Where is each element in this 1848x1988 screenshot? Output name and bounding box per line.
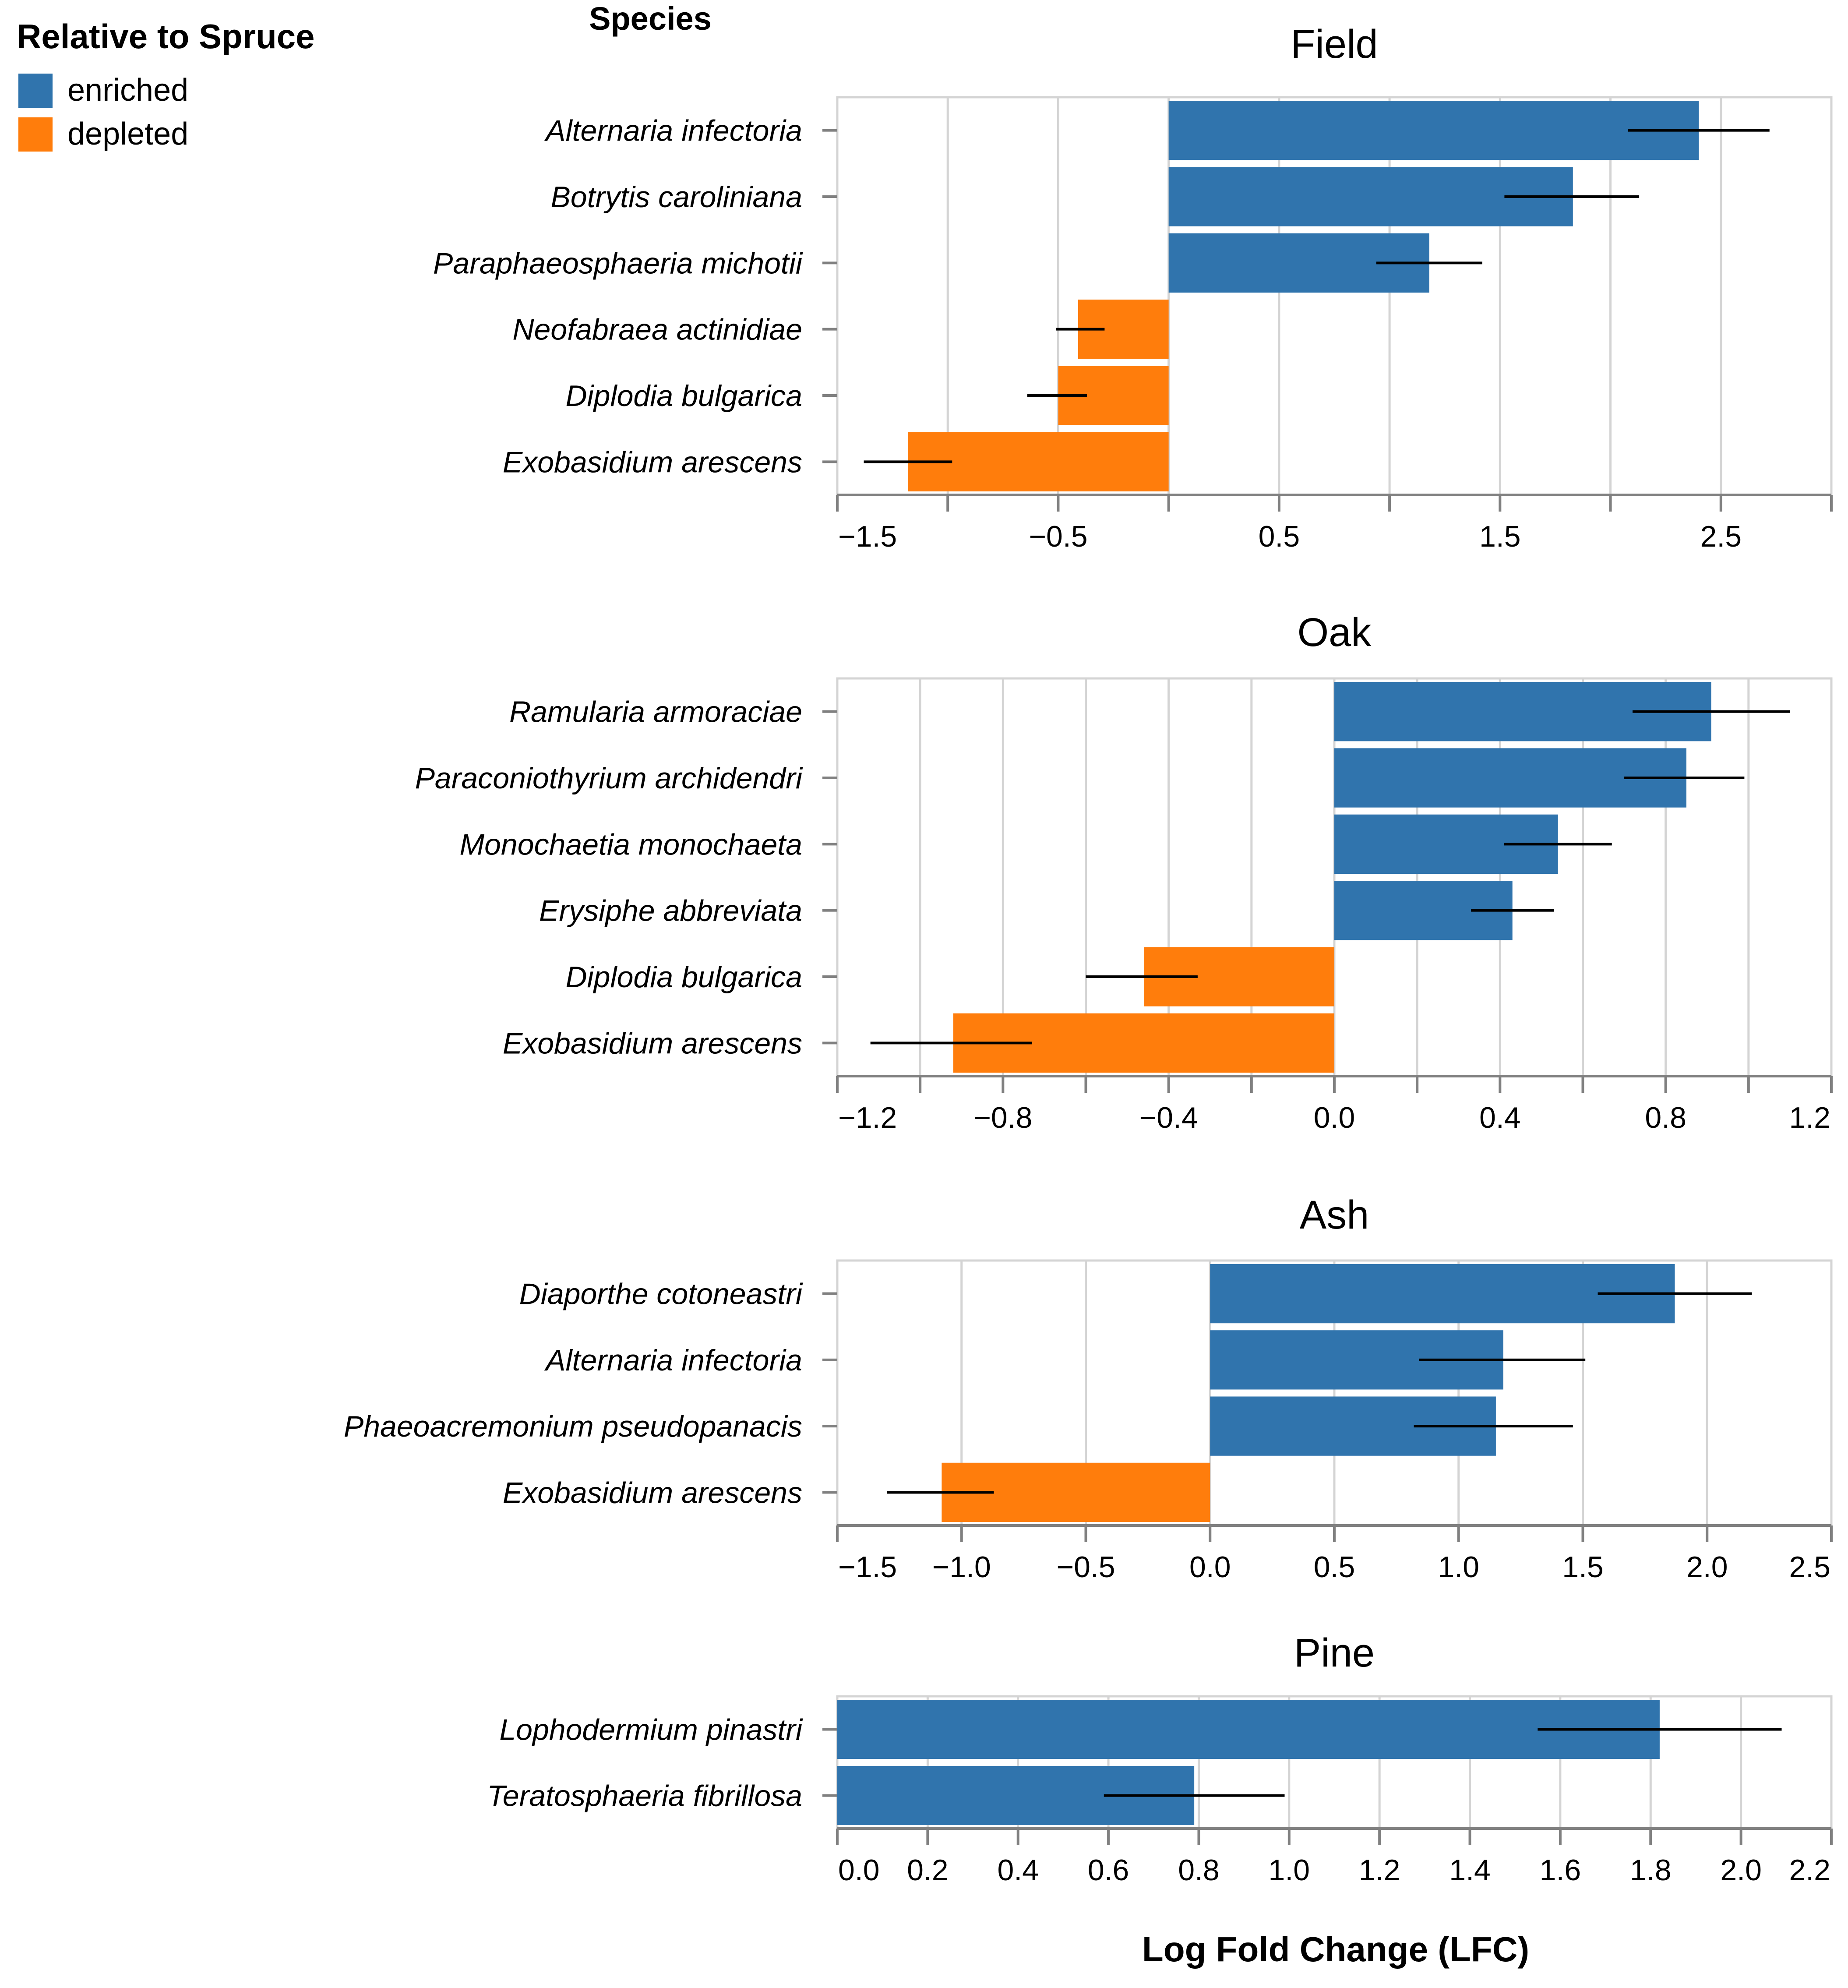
- panel-title-ash: Ash: [1300, 1193, 1369, 1237]
- category-label-oak-diplodia-bulgarica: Diplodia bulgarica: [565, 960, 802, 994]
- x-tick-label-pine: 0.0: [838, 1854, 880, 1887]
- legend: Relative to Spruce enriched depleted: [17, 17, 315, 152]
- x-tick-label-field: 1.5: [1479, 520, 1521, 553]
- x-tick-label-pine: 2.2: [1789, 1854, 1830, 1887]
- x-tick-label-pine: 0.2: [907, 1854, 949, 1887]
- category-label-field-alternaria-infectoria: Alternaria infectoria: [544, 114, 802, 148]
- panel-oak: Oak Ramularia armoraciae Paraconiothyrium …: [415, 610, 1833, 1134]
- x-tick-label-oak: 0.4: [1479, 1101, 1521, 1134]
- legend-label-enriched: enriched: [67, 73, 188, 108]
- x-tick-label-ash: 2.0: [1686, 1550, 1728, 1584]
- x-tick-label-oak: −1.2: [838, 1101, 897, 1134]
- x-tick-label-pine: 2.0: [1720, 1854, 1762, 1887]
- category-label-ash-diaporthe-cotoneastri: Diaporthe cotoneastri: [519, 1278, 803, 1311]
- x-axis-title: Log Fold Change (LFC): [1142, 1930, 1529, 1969]
- x-tick-label-ash: −0.5: [1056, 1550, 1115, 1584]
- category-label-oak-erysiphe-abbreviata: Erysiphe abbreviata: [539, 894, 802, 928]
- panels: Field Alternaria infectoria Botrytis carol…: [344, 22, 1833, 1887]
- x-tick-label-ash: 0.0: [1189, 1550, 1231, 1584]
- x-tick-label-field: −1.5: [838, 520, 897, 553]
- x-tick-label-ash: 2.5: [1789, 1550, 1830, 1584]
- category-label-oak-monochaetia-monochaeta: Monochaetia monochaeta: [459, 828, 802, 861]
- x-tick-label-oak: 0.0: [1314, 1101, 1355, 1134]
- x-tick-label-ash: 1.5: [1562, 1550, 1604, 1584]
- category-label-oak-ramularia-armoraciae: Ramularia armoraciae: [509, 696, 802, 729]
- category-label-oak-paraconiothyrium-archidendri: Paraconiothyrium archidendri: [415, 762, 803, 795]
- bar-ash-diaporthe-cotoneastri: [1210, 1264, 1675, 1324]
- panel-title-pine: Pine: [1294, 1631, 1375, 1675]
- category-label-ash-exobasidium-arescens: Exobasidium arescens: [503, 1476, 802, 1509]
- x-tick-label-pine: 0.6: [1088, 1854, 1129, 1887]
- category-label-field-paraphaeosphaeria-michotii: Paraphaeosphaeria michotii: [433, 247, 803, 280]
- category-label-pine-teratosphaeria-fibrillosa: Teratosphaeria fibrillosa: [487, 1780, 802, 1813]
- bar-pine-lophodermium-pinastri: [837, 1700, 1660, 1759]
- x-tick-label-pine: 1.2: [1359, 1854, 1400, 1887]
- category-label-field-neofabraea-actinidiae: Neofabraea actinidiae: [512, 313, 802, 346]
- legend-label-depleted: depleted: [67, 117, 188, 152]
- x-tick-label-ash: 1.0: [1438, 1550, 1479, 1584]
- category-label-pine-lophodermium-pinastri: Lophodermium pinastri: [499, 1713, 803, 1747]
- x-tick-label-oak: −0.8: [973, 1101, 1032, 1134]
- x-tick-label-pine: 0.4: [997, 1854, 1039, 1887]
- x-tick-label-field: 0.5: [1259, 520, 1300, 553]
- x-tick-label-pine: 1.6: [1540, 1854, 1581, 1887]
- x-tick-label-ash: −1.5: [838, 1550, 897, 1584]
- x-tick-label-pine: 0.8: [1178, 1854, 1220, 1887]
- x-tick-label-pine: 1.4: [1449, 1854, 1491, 1887]
- x-tick-label-field: −0.5: [1029, 520, 1087, 553]
- category-label-ash-alternaria-infectoria: Alternaria infectoria: [544, 1344, 802, 1377]
- panel-field: Field Alternaria infectoria Botrytis carol…: [433, 22, 1833, 553]
- category-label-field-botrytis-caroliniana: Botrytis caroliniana: [551, 180, 802, 214]
- category-label-field-diplodia-bulgarica: Diplodia bulgarica: [565, 379, 802, 413]
- x-tick-label-oak: 1.2: [1789, 1101, 1830, 1134]
- x-tick-label-ash: −1.0: [932, 1550, 991, 1584]
- bar-field-alternaria-infectoria: [1168, 101, 1699, 160]
- x-tick-label-ash: 0.5: [1314, 1550, 1355, 1584]
- panel-title-oak: Oak: [1298, 610, 1372, 655]
- category-label-ash-phaeoacremonium-pseudopanacis: Phaeoacremonium pseudopanacis: [344, 1410, 802, 1443]
- panel-title-field: Field: [1291, 22, 1378, 67]
- panel-ash: Ash Diaporthe cotoneastri Alternaria infec…: [344, 1193, 1833, 1584]
- legend-title: Relative to Spruce: [17, 17, 315, 56]
- x-tick-label-pine: 1.8: [1630, 1854, 1672, 1887]
- panel-pine: Pine Lophodermium pinastri Teratosphaeria …: [487, 1631, 1833, 1887]
- legend-swatch-depleted: [18, 117, 53, 152]
- legend-swatch-enriched: [18, 74, 53, 108]
- x-tick-label-oak: 0.8: [1645, 1101, 1686, 1134]
- category-label-oak-exobasidium-arescens: Exobasidium arescens: [503, 1027, 802, 1060]
- y-axis-title: Species: [589, 0, 712, 37]
- category-label-field-exobasidium-arescens: Exobasidium arescens: [503, 445, 802, 479]
- x-tick-label-oak: −0.4: [1139, 1101, 1198, 1134]
- x-tick-label-field: 2.5: [1700, 520, 1742, 553]
- x-tick-label-pine: 1.0: [1269, 1854, 1310, 1887]
